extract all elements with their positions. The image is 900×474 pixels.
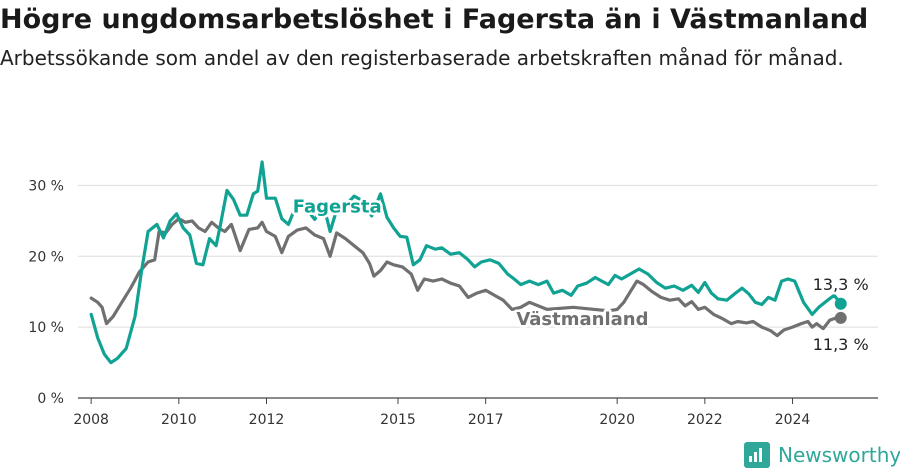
- x-tick-label: 2022: [687, 412, 723, 428]
- chart-subtitle: Arbetssökande som andel av den registerb…: [0, 46, 844, 70]
- end-point-vastmanland: [834, 311, 847, 324]
- newsworthy-logo-icon: [744, 442, 770, 468]
- y-tick-label: 0 %: [37, 391, 64, 407]
- series-label-fagersta-halo: Fagersta: [293, 196, 382, 217]
- y-tick-label: 10 %: [28, 320, 64, 336]
- x-tick-label: 2015: [380, 412, 416, 428]
- end-label-fagersta-halo: 13,3 %: [813, 275, 869, 294]
- x-tick-label: 2017: [468, 412, 504, 428]
- gridlines: [78, 184, 878, 399]
- series-line-vastmanland: [89, 217, 843, 338]
- series-line-fagersta: [89, 160, 843, 365]
- end-label-vastmanland: 11,3 %: [813, 335, 869, 354]
- x-tick-label: 2020: [599, 412, 635, 428]
- end-point-fagersta: [834, 297, 847, 310]
- end-label-fagersta: 13,3 %: [813, 275, 869, 294]
- newsworthy-logo: Newsworthy: [744, 440, 900, 470]
- y-tick-label: 30 %: [28, 178, 64, 194]
- series-labels: FagerstaFagerstaVästmanlandVästmanland13…: [290, 194, 871, 357]
- y-tick-label: 20 %: [28, 249, 64, 265]
- x-tick-label: 2010: [161, 412, 197, 428]
- end-label-vastmanland-halo: 11,3 %: [813, 335, 869, 354]
- x-axis: 2008 2010 2012 2015 2017 2020 2022 2024: [73, 398, 810, 428]
- series-lines: [89, 160, 847, 365]
- x-tick-label: 2024: [775, 412, 811, 428]
- y-axis: 0 % 10 % 20 % 30 %: [28, 178, 64, 407]
- chart-title: Högre ungdomsarbetslöshet i Fagersta än …: [0, 4, 869, 35]
- x-tick-label: 2012: [249, 412, 285, 428]
- series-label-vastmanland: Västmanland: [516, 309, 648, 330]
- series-label-vastmanland-halo: Västmanland: [516, 309, 648, 330]
- series-label-fagersta: Fagersta: [293, 196, 382, 217]
- x-tick-label: 2008: [73, 412, 109, 428]
- logo-text: Newsworthy: [778, 443, 900, 467]
